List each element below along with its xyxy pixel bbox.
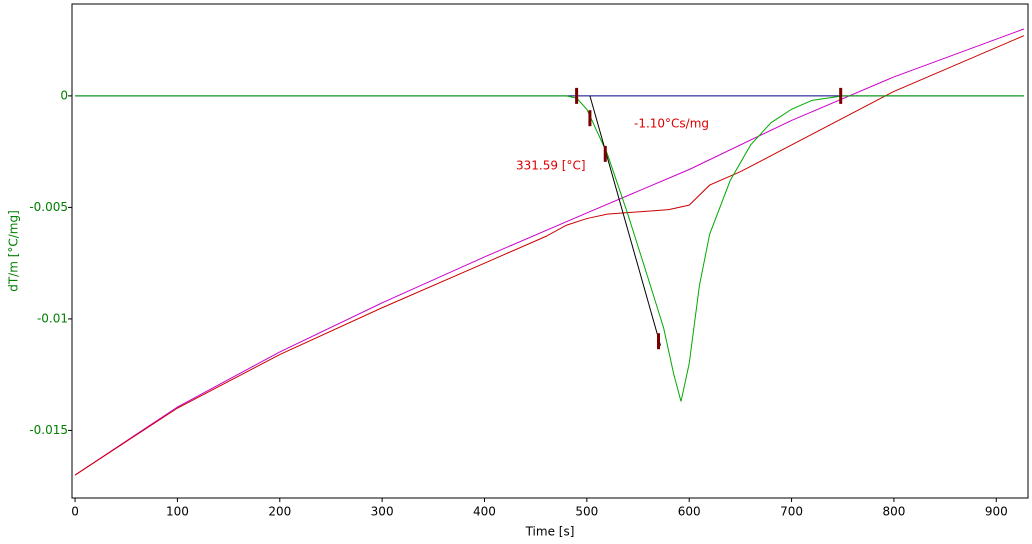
x-tick-label: 700 (780, 505, 803, 519)
marker (575, 87, 579, 104)
data-line (74, 35, 1025, 476)
y-tick-label: -0.005 (29, 200, 68, 214)
x-tick-label: 900 (985, 505, 1008, 519)
marker (656, 333, 660, 350)
plot-frame (71, 3, 1029, 499)
marker (603, 145, 607, 162)
x-tick-label: 800 (882, 505, 905, 519)
x-tick-label: 300 (371, 505, 394, 519)
x-tick-label: 0 (71, 505, 79, 519)
x-axis-label: Time [s] (525, 525, 575, 539)
x-tick-label: 500 (575, 505, 598, 519)
x-tick-label: 200 (268, 505, 291, 519)
x-tick-label: 400 (473, 505, 496, 519)
annotation: 331.59 [°C] (516, 159, 586, 173)
marker (839, 87, 843, 104)
data-line (74, 28, 1025, 476)
y-axis-label: dT/m [°C/mg] (7, 210, 21, 292)
x-tick-label: 100 (166, 505, 189, 519)
y-tick-label: 0 (60, 88, 68, 102)
marker (588, 110, 592, 127)
annotation: -1.10°Cs/mg (634, 117, 709, 131)
y-tick-label: -0.01 (37, 311, 68, 325)
data-line (75, 95, 1024, 402)
data-line (589, 95, 662, 346)
y-tick-label: -0.015 (29, 423, 68, 437)
x-tick-label: 600 (678, 505, 701, 519)
